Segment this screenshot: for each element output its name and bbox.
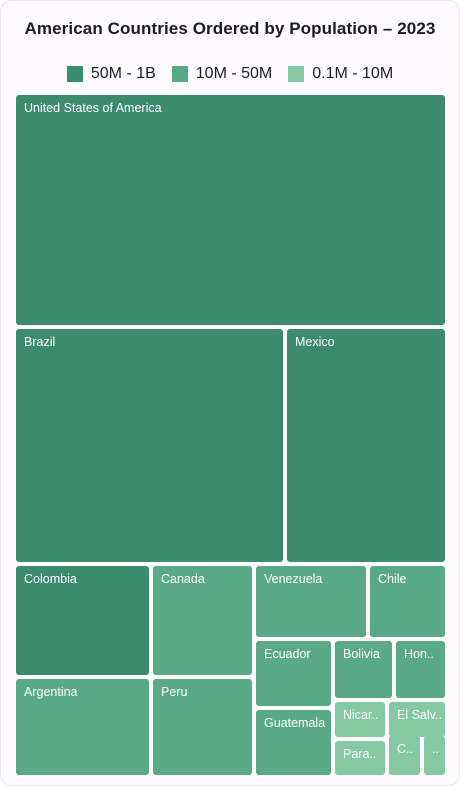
tile-rect-canada[interactable] [153,566,252,675]
tile-rect-bolivia[interactable] [335,641,392,698]
tile-label-mexico: Mexico [295,335,335,349]
tile-rect-peru[interactable] [153,679,252,775]
tile-colombia[interactable]: Colombia [16,566,149,675]
tile-label-el-salvador: El Salv.. [397,708,442,722]
legend-label-medium: 10M - 50M [195,65,273,82]
tile-rect-argentina[interactable] [16,679,149,775]
tile-rect-el-salvador[interactable] [389,702,445,737]
tile-rect-venezuela[interactable] [256,566,366,637]
tile-united-states-of-america[interactable]: United States of America [16,95,445,325]
tile-venezuela[interactable]: Venezuela [256,566,366,637]
legend-item-small[interactable]: 0.1M - 10M [288,65,393,83]
tile-rect-costa-rica[interactable] [389,736,420,775]
tile-label-paraguay: Para.. [343,747,376,761]
tile-chile[interactable]: Chile [370,566,445,637]
tile-rect-brazil[interactable] [16,329,283,562]
tile-ecuador[interactable]: Ecuador [256,641,331,706]
tile-rect-chile[interactable] [370,566,445,637]
tile-panama[interactable]: .. [424,736,445,775]
tile-bolivia[interactable]: Bolivia [335,641,392,698]
tile-argentina[interactable]: Argentina [16,679,149,775]
tile-label-colombia: Colombia [24,572,77,586]
legend-item-medium[interactable]: 10M - 50M [171,65,273,83]
tile-label-bolivia: Bolivia [343,647,380,661]
tile-label-canada: Canada [161,572,205,586]
legend-item-large[interactable]: 50M - 1B [66,65,156,83]
legend-label-large: 50M - 1B [90,65,156,82]
tile-label-costa-rica: C.. [397,742,413,756]
tile-label-guatemala: Guatemala [264,716,325,730]
legend-swatch-small [288,66,305,82]
tile-costa-rica[interactable]: C.. [389,736,420,775]
tile-rect-ecuador[interactable] [256,641,331,706]
chart-title: American Countries Ordered by Population… [24,19,436,38]
tile-label-panama: .. [432,742,439,756]
tile-paraguay[interactable]: Para.. [335,741,385,775]
tile-label-peru: Peru [161,685,187,699]
tile-rect-colombia[interactable] [16,566,149,675]
tile-label-argentina: Argentina [24,685,78,699]
tile-label-nicaragua: Nicar.. [343,708,378,722]
tile-label-venezuela: Venezuela [264,572,322,586]
tile-canada[interactable]: Canada [153,566,252,675]
tile-rect-united-states-of-america[interactable] [16,95,445,325]
tile-guatemala[interactable]: Guatemala [256,710,331,775]
tile-rect-panama[interactable] [424,736,445,775]
tile-label-brazil: Brazil [24,335,55,349]
tile-rect-honduras[interactable] [396,641,445,698]
tile-rect-nicaragua[interactable] [335,702,385,737]
tile-rect-paraguay[interactable] [335,741,385,775]
tile-rect-guatemala[interactable] [256,710,331,775]
legend-label-small: 0.1M - 10M [312,65,394,82]
tile-mexico[interactable]: Mexico [287,329,445,562]
tile-label-ecuador: Ecuador [264,647,311,661]
tile-nicaragua[interactable]: Nicar.. [335,702,385,737]
tile-el-salvador[interactable]: El Salv.. [389,702,445,737]
legend-swatch-medium [171,66,188,82]
tile-label-chile: Chile [378,572,407,586]
legend: 50M - 1B 10M - 50M 0.1M - 10M [1,63,459,85]
tile-brazil[interactable]: Brazil [16,329,283,562]
tile-peru[interactable]: Peru [153,679,252,775]
tile-label-honduras: Hon.. [404,647,434,661]
legend-swatch-large [66,66,83,82]
tile-honduras[interactable]: Hon.. [396,641,445,698]
tile-rect-mexico[interactable] [287,329,445,562]
tile-label-united-states-of-america: United States of America [24,101,162,115]
